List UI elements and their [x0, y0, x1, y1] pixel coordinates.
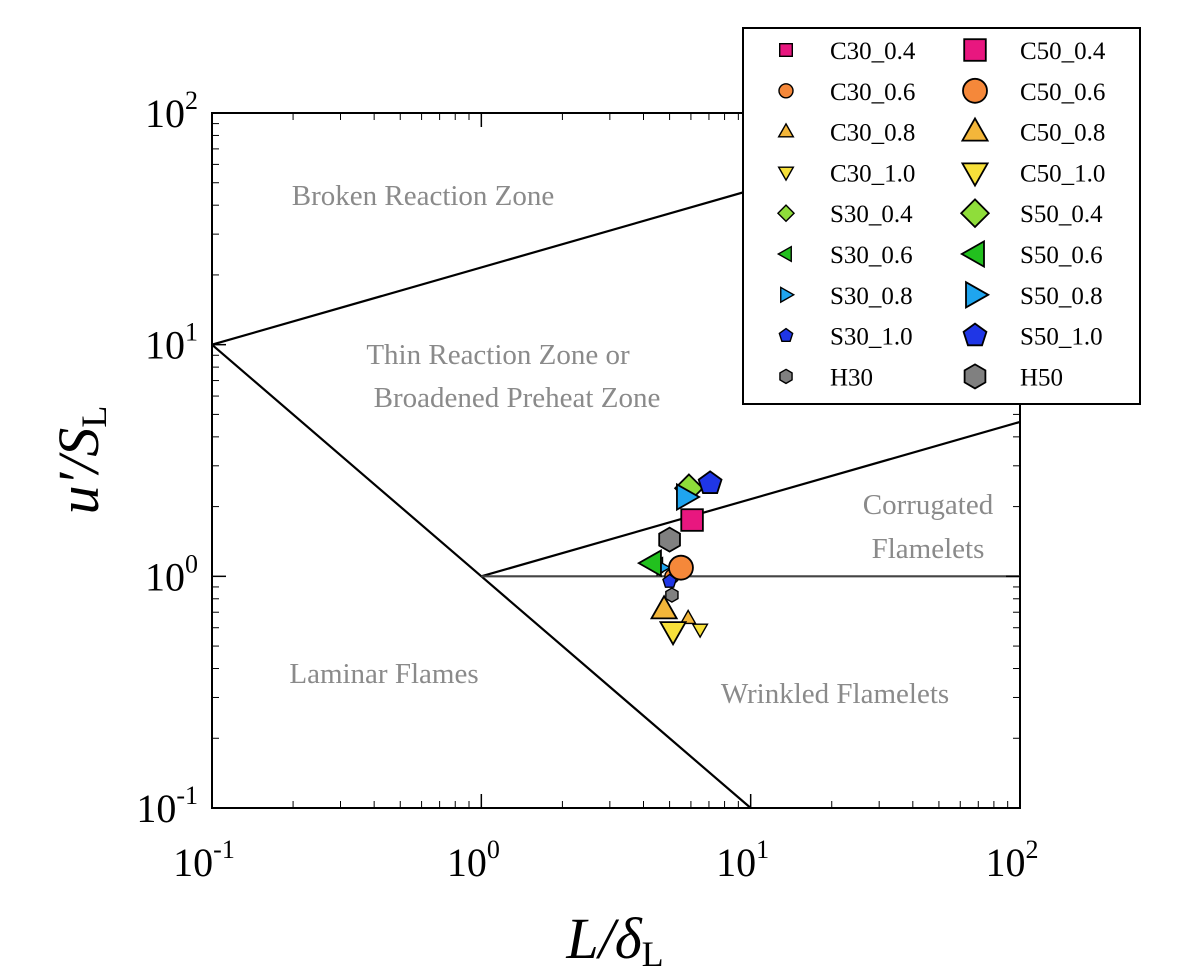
y-tick-exponent: 0: [185, 549, 198, 578]
region-label: Corrugated: [863, 489, 994, 521]
data-point: [649, 594, 679, 620]
legend-marker: [965, 280, 991, 309]
legend-label: C30_0.4: [830, 38, 916, 65]
y-tick-exponent: -1: [176, 781, 198, 810]
data-point: [658, 621, 688, 647]
boundary-line: [212, 343, 752, 808]
legend-label: S30_0.4: [830, 201, 913, 228]
x-tick-label: 10-1: [173, 835, 235, 885]
data-point: [668, 554, 694, 581]
data-point: [697, 470, 723, 494]
y-tick-base: 10: [145, 554, 185, 599]
x-tick-exponent: 0: [487, 835, 500, 864]
y-tick-exponent: 2: [185, 86, 198, 115]
x-tick-base: 10: [447, 840, 487, 885]
legend-marker: [776, 204, 796, 223]
legend-marker: [776, 245, 792, 263]
x-axis-label: L/δL: [565, 906, 663, 972]
legend-marker: [778, 83, 794, 99]
region-label: Wrinkled Flamelets: [721, 678, 949, 710]
region-label: Broken Reaction Zone: [292, 180, 555, 212]
legend-marker: [960, 116, 990, 142]
legend-label: S30_0.8: [830, 283, 913, 310]
y-tick-base: 10: [136, 786, 176, 831]
x-tick-label: 101: [716, 835, 769, 885]
region-label: Flamelets: [872, 533, 985, 565]
data-point: [665, 587, 679, 603]
legend-label: S50_1.0: [1020, 324, 1103, 351]
y-tick-label: 102: [145, 86, 198, 136]
data-point: [658, 526, 681, 553]
legend-label: H30: [830, 364, 873, 391]
legend-marker: [779, 43, 794, 58]
data-point: [636, 549, 662, 578]
legend-marker: [777, 122, 795, 138]
legend-box: [742, 27, 1141, 405]
x-tick-exponent: 1: [756, 835, 769, 864]
annotations: Broken Reaction Zone Thin Reaction Zone o…: [289, 180, 993, 710]
region-label: Laminar Flames: [289, 658, 478, 690]
y-axis-label-main: u′/S: [46, 428, 111, 515]
legend-marker: [963, 38, 987, 62]
legend-label: S30_1.0: [830, 324, 913, 351]
x-tick-exponent: -1: [213, 835, 235, 864]
y-tick-base: 10: [145, 91, 185, 136]
legend-label: C50_1.0: [1020, 160, 1105, 187]
region-label: Thin Reaction Zone or: [366, 339, 630, 371]
y-tick-exponent: 1: [185, 318, 198, 347]
legend-marker: [962, 322, 988, 347]
data-point: [691, 623, 709, 639]
legend-marker: [959, 239, 985, 269]
data-point: [680, 508, 704, 532]
x-axis-label-main: L/δ: [565, 906, 642, 971]
legend-marker: [779, 368, 793, 385]
legend-marker: [962, 77, 988, 104]
legend-marker: [777, 166, 795, 182]
legend-marker: [960, 162, 990, 188]
y-tick-label: 101: [145, 318, 198, 368]
data-point: [676, 482, 701, 512]
x-tick-base: 10: [716, 840, 756, 885]
data-point: [679, 609, 697, 625]
boundary-line: [481, 420, 1020, 578]
legend-marker: [780, 286, 796, 304]
legend-marker: [963, 363, 987, 390]
x-tick-base: 10: [173, 840, 213, 885]
legend-label: H50: [1020, 364, 1063, 391]
y-axis-label-sub: L: [74, 406, 114, 428]
legend-label: S50_0.8: [1020, 283, 1103, 310]
region-label: Broadened Preheat Zone: [374, 382, 661, 414]
markers: [636, 470, 723, 647]
legend-marker: [959, 198, 991, 229]
legend-label: S30_0.6: [830, 242, 913, 269]
legend-label: C30_1.0: [830, 160, 915, 187]
legend-label: C50_0.6: [1020, 79, 1105, 106]
y-tick-label: 100: [145, 549, 198, 599]
legend-label: C50_0.4: [1020, 38, 1106, 65]
y-axis-label: u′/SL: [46, 406, 114, 515]
y-tick-base: 10: [145, 323, 185, 368]
x-tick-label: 100: [447, 835, 500, 885]
legend-label: C50_0.8: [1020, 120, 1105, 147]
x-tick-base: 10: [986, 840, 1026, 885]
x-axis-label-sub: L: [642, 934, 664, 972]
legend-label: C30_0.6: [830, 79, 915, 106]
legend-label: C30_0.8: [830, 120, 915, 147]
legend-label: S50_0.6: [1020, 242, 1103, 269]
legend: C30_0.4 C30_0.6 C30_0.8 C30_1.0 S30_0.4 S30_0…: [742, 27, 1141, 405]
legend-marker: [778, 327, 794, 342]
legend-label: S50_0.4: [1020, 201, 1103, 228]
x-tick-label: 102: [986, 835, 1039, 885]
y-tick-label: 10-1: [136, 781, 198, 831]
x-tick-exponent: 2: [1026, 835, 1039, 864]
